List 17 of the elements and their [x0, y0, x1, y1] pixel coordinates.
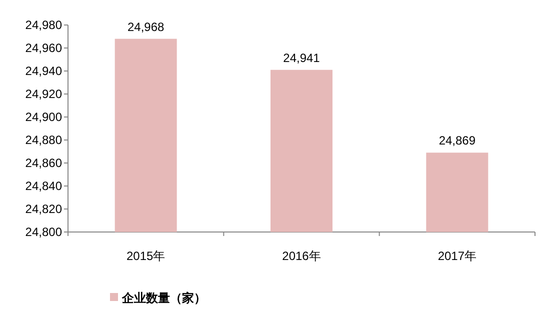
legend-label: 企业数量（家） — [121, 291, 206, 305]
x-tick-label: 2016年 — [282, 249, 321, 263]
y-tick-label: 24,860 — [25, 156, 62, 170]
data-label: 24,941 — [283, 50, 320, 65]
y-tick-label: 24,980 — [25, 18, 62, 32]
x-tick-label: 2017年 — [438, 249, 477, 263]
y-tick-label: 24,960 — [25, 41, 62, 55]
y-tick-label: 24,880 — [25, 133, 62, 147]
y-tick-label: 24,820 — [25, 202, 62, 216]
x-tick-label: 2015年 — [126, 249, 166, 263]
y-tick-label: 24,920 — [25, 87, 62, 101]
y-tick-label: 24,800 — [25, 225, 62, 239]
y-tick-label: 24,840 — [25, 179, 62, 193]
data-label: 24,968 — [127, 20, 165, 34]
y-tick-label: 24,900 — [25, 110, 62, 124]
y-tick-label: 24,940 — [25, 64, 62, 78]
data-label: 24,869 — [438, 134, 476, 148]
